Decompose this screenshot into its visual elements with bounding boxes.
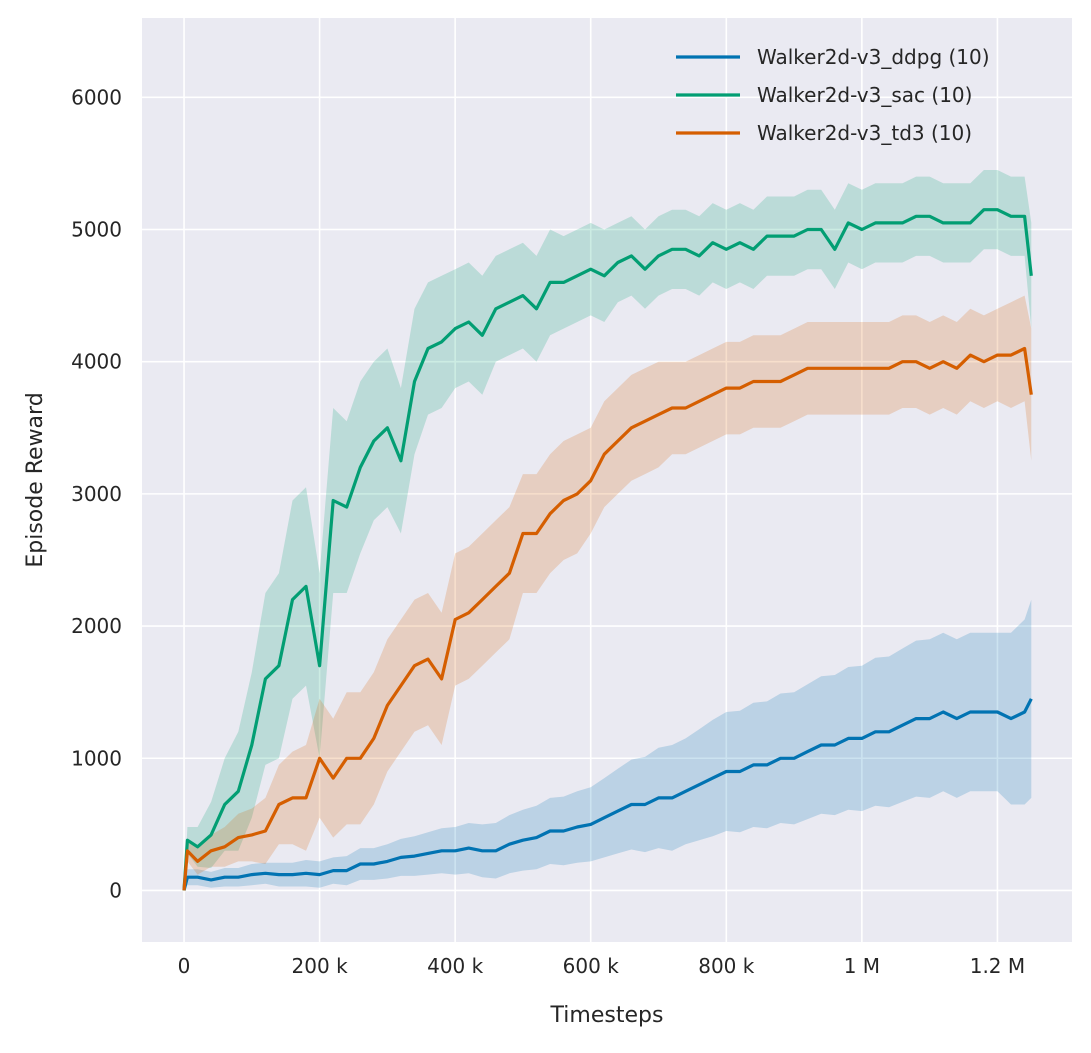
y-tick-label: 0 <box>109 878 122 902</box>
legend-item: Walker2d-v3_ddpg (10) <box>676 45 990 69</box>
series-lines <box>182 208 1033 891</box>
legend-item: Walker2d-v3_td3 (10) <box>676 121 972 145</box>
band-walker2d-v3-td3-10 <box>184 295 1032 891</box>
x-tick-label: 200 k <box>292 954 349 978</box>
x-tick-label: 1 M <box>844 954 880 978</box>
legend-item: Walker2d-v3_sac (10) <box>676 83 972 107</box>
x-tick-label: 1.2 M <box>970 954 1025 978</box>
legend: Walker2d-v3_ddpg (10) Walker2d-v3_sac (10… <box>676 45 990 145</box>
confidence-bands <box>184 170 1032 891</box>
x-tick-label: 600 k <box>563 954 620 978</box>
x-tick-label: 0 <box>178 954 191 978</box>
plot-background <box>142 18 1072 942</box>
y-tick-labels: 0 1000 2000 3000 4000 5000 6000 <box>71 85 122 902</box>
x-tick-labels: 0 200 k 400 k 600 k 800 k 1 M 1.2 M <box>178 954 1025 978</box>
y-axis-label: Episode Reward <box>23 392 48 567</box>
x-axis-label: Timesteps <box>550 1003 664 1028</box>
grid <box>142 18 1072 942</box>
line-walker2d-v3-ddpg-10 <box>182 698 1033 891</box>
y-tick-label: 5000 <box>71 218 122 242</box>
y-tick-label: 3000 <box>71 482 122 506</box>
legend-label: Walker2d-v3_td3 (10) <box>757 121 972 145</box>
y-tick-label: 6000 <box>71 85 122 109</box>
legend-label: Walker2d-v3_ddpg (10) <box>757 45 990 69</box>
line-walker2d-v3-sac-10 <box>182 208 1033 891</box>
y-tick-label: 1000 <box>71 746 122 770</box>
x-tick-label: 800 k <box>698 954 755 978</box>
y-tick-label: 4000 <box>71 350 122 374</box>
x-tick-label: 400 k <box>427 954 484 978</box>
legend-label: Walker2d-v3_sac (10) <box>757 83 972 107</box>
band-walker2d-v3-ddpg-10 <box>184 599 1032 891</box>
band-walker2d-v3-sac-10 <box>184 170 1032 891</box>
line-walker2d-v3-td3-10 <box>182 346 1033 891</box>
y-tick-label: 2000 <box>71 614 122 638</box>
